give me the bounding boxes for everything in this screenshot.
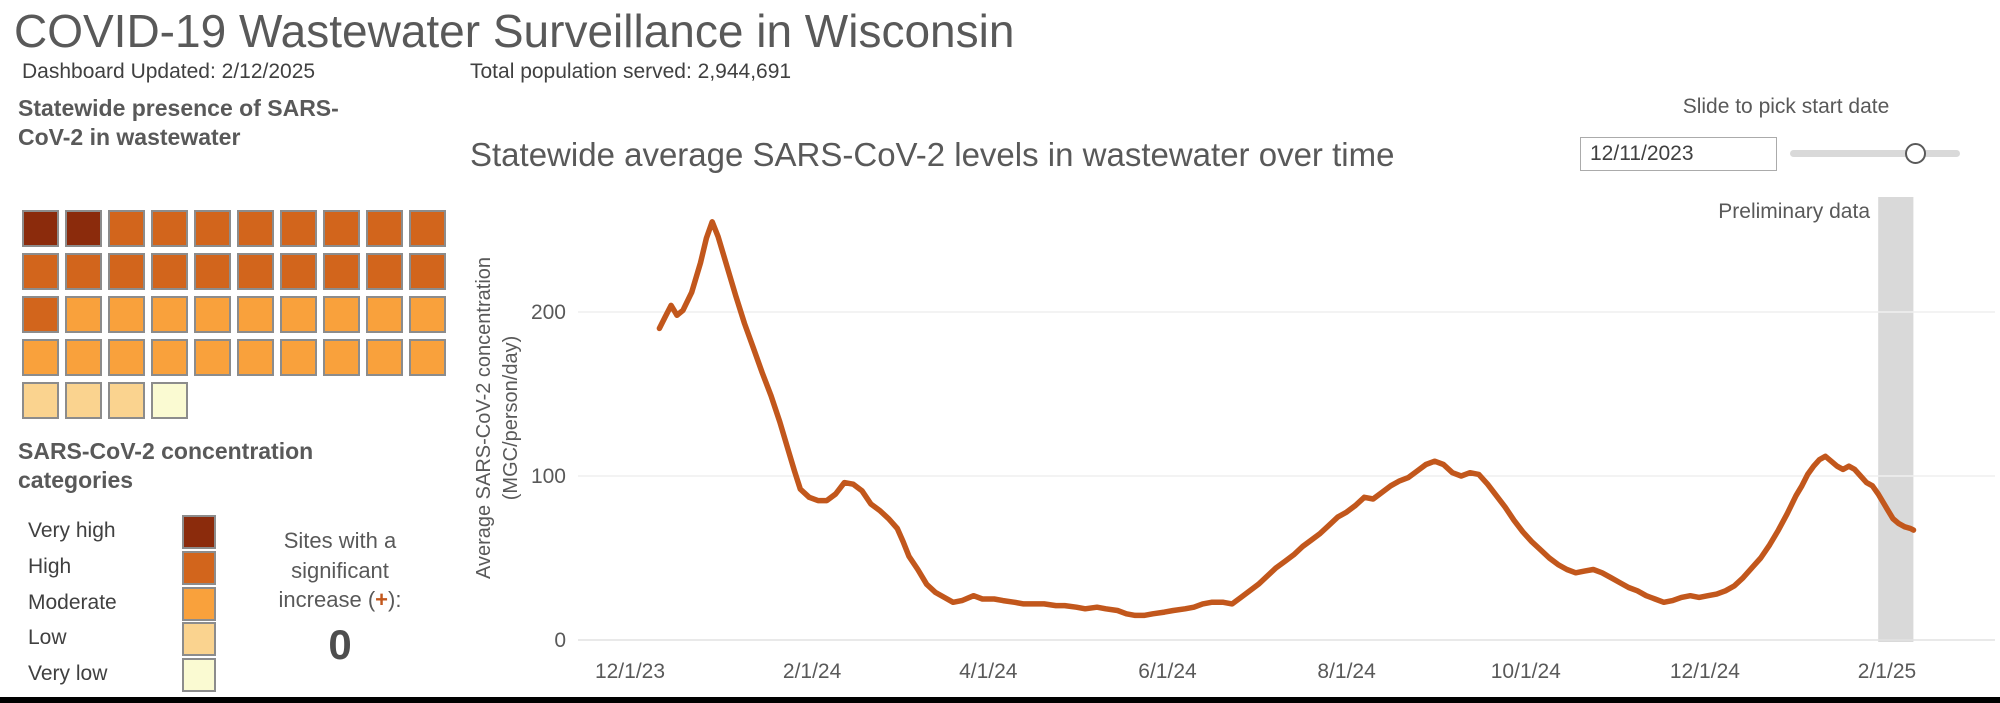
- waffle-cell-moderate[interactable]: [323, 296, 360, 333]
- waffle-cell-high[interactable]: [237, 253, 274, 290]
- legend-label-high[interactable]: High: [28, 555, 72, 578]
- preliminary-data-band: [1878, 197, 1914, 642]
- start-date-slider-track[interactable]: [1790, 150, 1960, 157]
- waffle-cell-moderate[interactable]: [108, 339, 145, 376]
- significant-increase-plus-icon: +: [375, 587, 388, 613]
- legend-label-low[interactable]: Low: [28, 626, 67, 649]
- x-tick-label: 12/1/24: [1670, 660, 1740, 683]
- sars-cov2-concentration-line: [656, 219, 1917, 619]
- x-tick-label: 4/1/24: [959, 660, 1018, 683]
- dashboard-updated-label: Dashboard Updated: 2/12/2025: [22, 60, 316, 83]
- waffle-cell-high[interactable]: [108, 253, 145, 290]
- waffle-cell-high[interactable]: [409, 210, 446, 247]
- waffle-cell-high[interactable]: [323, 210, 360, 247]
- start-date-slider-label: Slide to pick start date: [1682, 95, 1890, 118]
- waffle-cell-moderate[interactable]: [280, 296, 317, 333]
- y-axis-title-line2: (MGC/person/day): [500, 336, 522, 501]
- waffle-cell-high[interactable]: [409, 253, 446, 290]
- legend-label-moderate[interactable]: Moderate: [28, 591, 117, 614]
- legend-swatch-low[interactable]: [182, 622, 216, 656]
- waffle-cell-moderate[interactable]: [280, 339, 317, 376]
- waffle-cell-low[interactable]: [22, 382, 59, 419]
- waffle-grid: [22, 210, 458, 426]
- waffle-cell-moderate[interactable]: [65, 339, 102, 376]
- waffle-cell-moderate[interactable]: [194, 339, 231, 376]
- sites-line-1: Sites with a: [283, 528, 397, 553]
- waffle-cell-high[interactable]: [22, 253, 59, 290]
- waffle-cell-high[interactable]: [280, 210, 317, 247]
- waffle-cell-moderate[interactable]: [151, 339, 188, 376]
- start-date-input[interactable]: [1580, 137, 1777, 171]
- waffle-cell-moderate[interactable]: [151, 296, 188, 333]
- legend-swatch-very_high[interactable]: [182, 515, 216, 549]
- waffle-cell-high[interactable]: [22, 296, 59, 333]
- concentration-legend: Very high High Moderate Low Very low: [28, 515, 448, 700]
- x-tick-label: 8/1/24: [1317, 660, 1376, 683]
- waffle-cell-moderate[interactable]: [323, 339, 360, 376]
- waffle-cell-moderate[interactable]: [65, 296, 102, 333]
- waffle-cell-high[interactable]: [194, 253, 231, 290]
- waffle-cell-moderate[interactable]: [237, 296, 274, 333]
- waffle-cell-high[interactable]: [323, 253, 360, 290]
- waffle-cell-high[interactable]: [151, 210, 188, 247]
- x-tick-label: 2/1/25: [1858, 660, 1916, 683]
- legend-swatch-high[interactable]: [182, 551, 216, 585]
- bottom-border-bar: [0, 697, 2000, 703]
- waffle-cell-moderate[interactable]: [22, 339, 59, 376]
- waffle-chart-title: Statewide presence of SARS-CoV-2 in wast…: [18, 95, 339, 151]
- waffle-cell-high[interactable]: [65, 253, 102, 290]
- waffle-cell-high[interactable]: [237, 210, 274, 247]
- x-tick-label: 10/1/24: [1491, 660, 1561, 683]
- waffle-cell-high[interactable]: [194, 210, 231, 247]
- waffle-cell-moderate[interactable]: [409, 296, 446, 333]
- waffle-cell-high[interactable]: [151, 253, 188, 290]
- waffle-cell-high[interactable]: [366, 253, 403, 290]
- waffle-cell-moderate[interactable]: [366, 339, 403, 376]
- x-tick-label: 12/1/23: [595, 660, 665, 683]
- population-served-label: Total population served: 2,944,691: [470, 60, 792, 83]
- waffle-cell-very_low[interactable]: [151, 382, 188, 419]
- page-title: COVID-19 Wastewater Surveillance in Wisc…: [14, 5, 1015, 57]
- sites-line-2: significant: [291, 557, 389, 583]
- waffle-cell-moderate[interactable]: [409, 339, 446, 376]
- significant-increase-block: Sites with a significant increase (+): 0: [230, 526, 450, 674]
- waffle-cell-high[interactable]: [366, 210, 403, 247]
- preliminary-data-label: Preliminary data: [1718, 200, 1870, 223]
- waffle-cell-very_high[interactable]: [65, 210, 102, 247]
- waffle-cell-low[interactable]: [108, 382, 145, 419]
- legend-swatch-moderate[interactable]: [182, 587, 216, 621]
- x-tick-label: 6/1/24: [1138, 660, 1197, 683]
- y-tick-label-100: 100: [531, 465, 566, 488]
- significant-increase-count: 0: [328, 621, 352, 669]
- chart-title: Statewide average SARS-CoV-2 levels in w…: [470, 136, 1395, 173]
- waffle-cell-high[interactable]: [108, 210, 145, 247]
- y-tick-label-200: 200: [531, 301, 566, 324]
- legend-title: SARS-CoV-2 concentration categories: [18, 438, 314, 494]
- waffle-cell-moderate[interactable]: [194, 296, 231, 333]
- waffle-cell-low[interactable]: [65, 382, 102, 419]
- waffle-cell-moderate[interactable]: [366, 296, 403, 333]
- x-tick-label: 2/1/24: [783, 660, 842, 683]
- legend-label-very_low[interactable]: Very low: [28, 662, 108, 685]
- y-axis-title-line1: Average SARS-CoV-2 concentration: [473, 257, 495, 579]
- legend-swatch-very_low[interactable]: [182, 658, 216, 692]
- waffle-cell-very_high[interactable]: [22, 210, 59, 247]
- waffle-cell-high[interactable]: [280, 253, 317, 290]
- legend-label-very_high[interactable]: Very high: [28, 519, 116, 542]
- start-date-slider-handle[interactable]: [1905, 143, 1926, 164]
- y-tick-label-0: 0: [554, 629, 566, 652]
- waffle-cell-moderate[interactable]: [108, 296, 145, 333]
- waffle-cell-moderate[interactable]: [237, 339, 274, 376]
- sites-line-3: increase (+):: [278, 587, 402, 613]
